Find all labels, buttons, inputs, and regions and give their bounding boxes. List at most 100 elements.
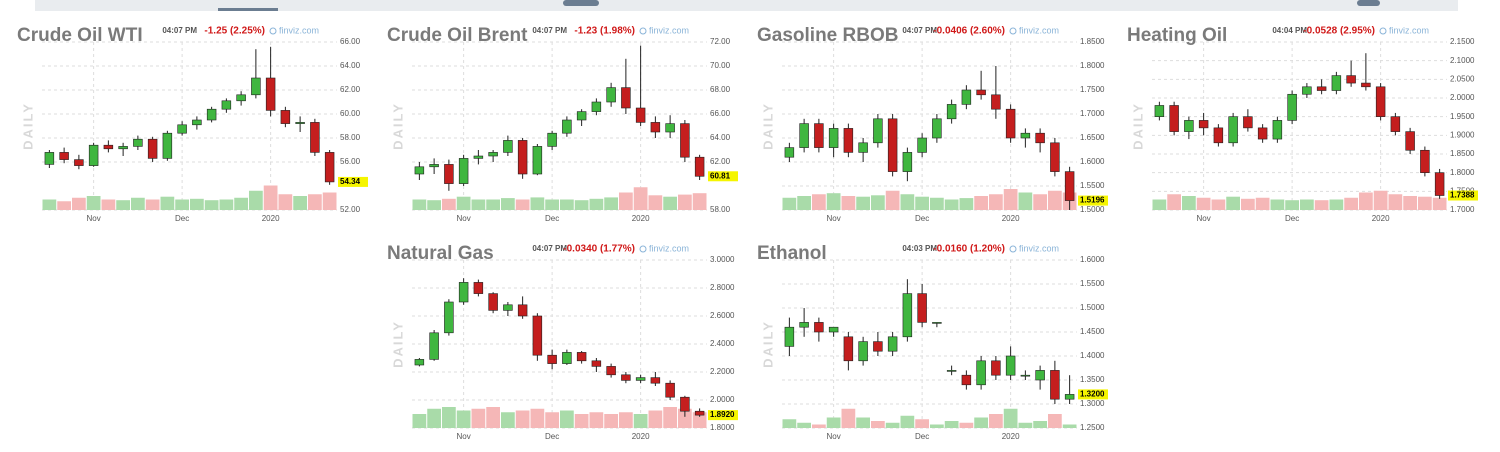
volume-bar xyxy=(145,199,160,210)
y-tick-label: 3.0000 xyxy=(710,255,735,264)
candle-body xyxy=(488,152,498,157)
volume-bar xyxy=(930,197,944,210)
candle-body xyxy=(946,370,957,372)
y-tick-label: 2.0000 xyxy=(1450,93,1475,102)
candle-body xyxy=(1020,374,1031,377)
chart-time: 04:07 PM xyxy=(902,26,937,35)
chart-source: finviz.com xyxy=(1019,25,1059,35)
volume-bar xyxy=(797,196,811,210)
candle-body xyxy=(932,118,942,139)
volume-bar xyxy=(86,196,101,210)
volume-bar xyxy=(826,417,841,428)
candle-body xyxy=(887,118,898,172)
volume-bar xyxy=(692,193,707,210)
volume-bar xyxy=(797,422,811,428)
volume-bar xyxy=(515,410,530,428)
volume-bar xyxy=(219,199,234,210)
candle-body xyxy=(118,146,128,150)
candle-body xyxy=(665,382,675,398)
candle-body xyxy=(562,352,572,364)
volume-bar xyxy=(515,199,530,210)
volume-bar xyxy=(1018,422,1033,428)
y-tick-label: 2.6000 xyxy=(710,311,735,320)
candle-body xyxy=(310,122,320,153)
candle-body xyxy=(1390,116,1401,132)
candle-body xyxy=(814,322,824,333)
volume-bar xyxy=(619,412,633,428)
y-tick-label: 1.3000 xyxy=(1080,399,1105,408)
x-tick-label: 2020 xyxy=(632,214,650,223)
volume-bar xyxy=(456,410,471,428)
y-tick-label: 1.7000 xyxy=(1080,109,1105,118)
candle-body xyxy=(324,152,335,183)
candle-body xyxy=(991,360,1001,376)
chart-source: finviz.com xyxy=(1019,243,1059,253)
candle-body xyxy=(1302,86,1312,95)
x-tick-label: Nov xyxy=(87,214,101,223)
candle-body xyxy=(503,304,513,311)
candle-body xyxy=(1434,172,1445,196)
volume-bar xyxy=(501,412,515,428)
x-tick-label: Nov xyxy=(827,432,841,441)
volume-bar xyxy=(501,198,515,210)
chart-time: 04:04 PM xyxy=(1272,26,1307,35)
y-tick-label: 2.8000 xyxy=(710,283,735,292)
last-value-box xyxy=(708,171,738,182)
volume-bar xyxy=(648,410,663,428)
y-tick-label: 66.00 xyxy=(710,109,731,118)
candle-body xyxy=(828,128,839,148)
volume-bar xyxy=(856,417,870,428)
candle-body xyxy=(458,282,469,303)
candle-body xyxy=(843,128,854,153)
volume-bar xyxy=(812,194,826,210)
volume-bar xyxy=(442,198,456,210)
candle-body xyxy=(1005,355,1016,376)
chart-panel: 1.70001.75001.80001.85001.90001.95002.00… xyxy=(1127,25,1478,223)
chart-source: finviz.com xyxy=(1389,25,1429,35)
y-tick-label: 2.0000 xyxy=(710,395,735,404)
volume-bar xyxy=(1033,421,1047,428)
chart-change: -0.0340 (1.77%) xyxy=(563,244,635,255)
y-tick-label: 1.8000 xyxy=(1080,61,1105,70)
volume-bar xyxy=(175,199,189,210)
volume-bar xyxy=(131,197,145,210)
candle-body xyxy=(873,118,883,144)
candle-body xyxy=(680,396,690,412)
nav-button xyxy=(563,0,599,6)
volume-bar xyxy=(1211,199,1226,210)
candle-body xyxy=(532,146,543,175)
volume-bar xyxy=(1152,199,1167,210)
volume-bar xyxy=(1329,199,1344,210)
x-tick-label: Dec xyxy=(915,214,929,223)
candle-body xyxy=(799,123,809,148)
volume-bar xyxy=(72,197,86,210)
volume-bar xyxy=(560,410,574,428)
volume-bar xyxy=(204,200,219,210)
volume-bar xyxy=(574,414,589,428)
candle-body xyxy=(1331,75,1342,91)
y-tick-label: 1.5500 xyxy=(1080,279,1105,288)
candle-body xyxy=(547,354,557,364)
y-tick-label: 66.00 xyxy=(340,37,361,46)
volume-bar xyxy=(545,412,559,428)
candle-body xyxy=(192,119,202,126)
volume-bar xyxy=(456,196,471,210)
candle-body xyxy=(295,122,305,124)
volume-bar xyxy=(871,421,885,428)
chart-change: -1.23 (1.98%) xyxy=(574,26,635,37)
candle-body xyxy=(694,156,705,177)
volume-bar xyxy=(885,190,900,210)
y-tick-label: 1.5000 xyxy=(1080,205,1105,214)
nav-strip xyxy=(35,0,1458,11)
candle-body xyxy=(814,123,824,148)
volume-bar xyxy=(959,198,974,210)
source-icon xyxy=(269,27,277,35)
volume-bar xyxy=(234,197,248,210)
y-tick-label: 1.7000 xyxy=(1450,205,1475,214)
candle-body xyxy=(280,110,291,124)
y-tick-label: 64.00 xyxy=(340,61,361,70)
x-tick-label: 2020 xyxy=(1002,214,1020,223)
candle-body xyxy=(902,152,913,172)
candle-body xyxy=(650,377,661,384)
candle-body xyxy=(1064,394,1075,400)
